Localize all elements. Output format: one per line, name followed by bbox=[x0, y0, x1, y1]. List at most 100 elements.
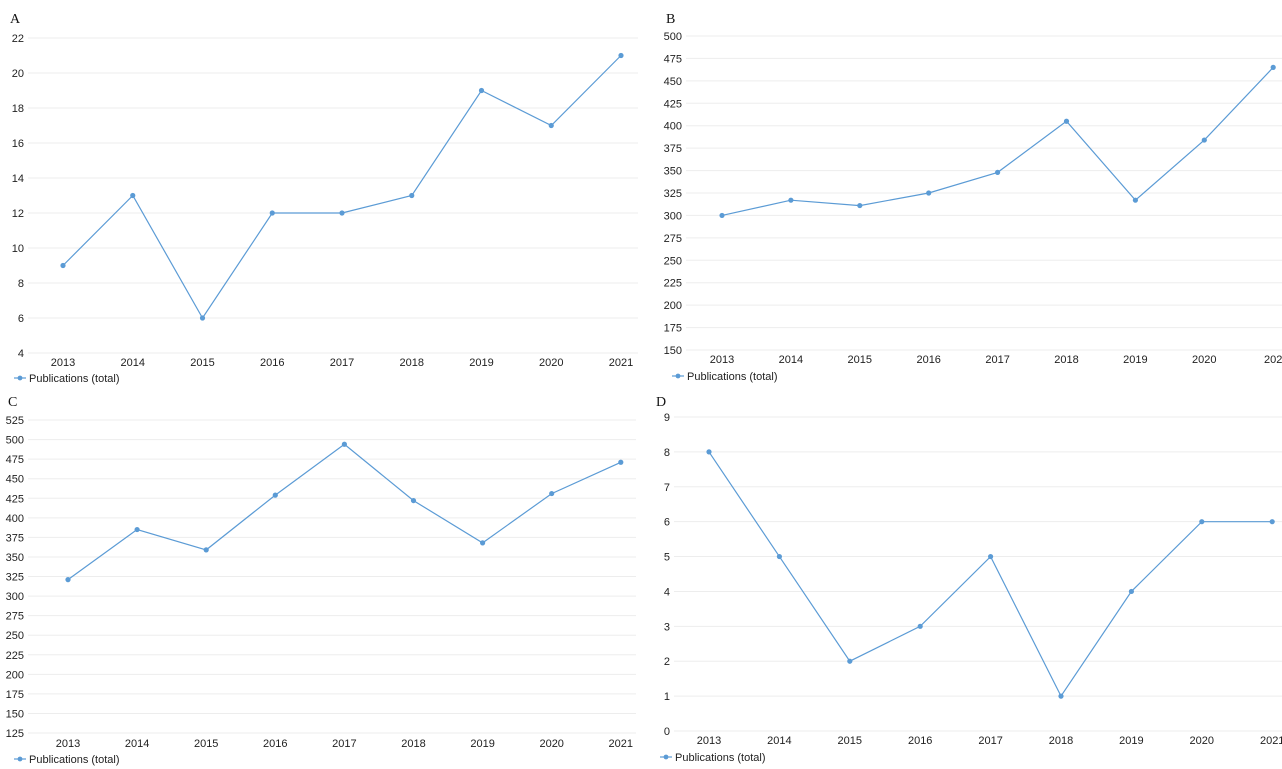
y-tick-label: 200 bbox=[6, 669, 24, 681]
y-tick-label: 500 bbox=[664, 31, 682, 43]
y-tick-label: 150 bbox=[664, 345, 682, 357]
data-point bbox=[995, 169, 1001, 175]
x-tick-label: 2015 bbox=[194, 738, 218, 750]
x-tick-label: 2019 bbox=[470, 738, 494, 750]
y-tick-label: 4 bbox=[664, 586, 670, 598]
x-tick-label: 2017 bbox=[332, 738, 356, 750]
x-tick-label: 2016 bbox=[916, 354, 940, 366]
y-tick-label: 250 bbox=[6, 630, 24, 642]
x-tick-label: 2015 bbox=[848, 354, 872, 366]
legend-marker-icon bbox=[663, 754, 669, 760]
x-tick-label: 2015 bbox=[838, 735, 862, 747]
legend-label: Publications (total) bbox=[675, 752, 766, 764]
y-tick-label: 475 bbox=[664, 53, 682, 65]
x-tick-label: 2020 bbox=[539, 357, 563, 369]
x-tick-label: 2014 bbox=[779, 354, 803, 366]
data-point bbox=[719, 212, 725, 219]
chart-panel-a: A 4 6 8 10 12 14 16 18 20 22 2013 2014 2015 2016 2017 20… bbox=[10, 12, 638, 385]
y-tick-label: 250 bbox=[664, 255, 682, 267]
data-point bbox=[130, 192, 136, 199]
x-tick-label: 2017 bbox=[978, 735, 1002, 747]
data-point bbox=[199, 315, 206, 321]
legend-marker-icon bbox=[17, 375, 23, 381]
y-tick-label: 18 bbox=[12, 103, 24, 115]
legend-label: Publications (total) bbox=[29, 373, 120, 385]
y-tick-label: 16 bbox=[12, 138, 24, 150]
legend: Publications (total) bbox=[14, 373, 120, 385]
y-tick-label: 3 bbox=[664, 621, 670, 633]
y-tick-label: 175 bbox=[6, 689, 24, 701]
x-tick-label: 2019 bbox=[1123, 354, 1147, 366]
y-tick-label: 300 bbox=[664, 210, 682, 222]
x-tick-label: 2019 bbox=[469, 357, 493, 369]
x-tick-label: 2018 bbox=[401, 738, 425, 750]
y-tick-label: 175 bbox=[664, 323, 682, 335]
data-point bbox=[926, 190, 932, 196]
x-tick-label: 202 bbox=[1264, 354, 1282, 366]
y-tick-label: 22 bbox=[12, 33, 24, 45]
y-tick-label: 500 bbox=[6, 435, 24, 447]
x-tick-label: 2021 bbox=[1260, 735, 1282, 747]
y-tick-label: 525 bbox=[6, 415, 24, 427]
y-tick-label: 425 bbox=[664, 98, 682, 110]
data-point bbox=[480, 540, 486, 546]
data-point bbox=[847, 658, 853, 664]
y-tick-label: 400 bbox=[664, 121, 682, 133]
x-tick-label: 2019 bbox=[1119, 735, 1143, 747]
chart-panel-d: D 0 1 2 3 4 5 6 7 8 9 2013 2014 2015 2016 2017 2018 2019 2… bbox=[656, 395, 1282, 764]
series-line bbox=[62, 55, 622, 320]
panel-letter-b: B bbox=[666, 12, 675, 27]
x-tick-label: 2015 bbox=[190, 357, 214, 369]
y-tick-label: 8 bbox=[664, 447, 670, 459]
data-point bbox=[1063, 118, 1070, 124]
y-tick-label: 6 bbox=[664, 517, 670, 529]
data-point bbox=[706, 449, 712, 455]
x-tick-label: 2013 bbox=[710, 354, 734, 366]
panel-letter-c: C bbox=[8, 395, 17, 410]
y-tick-label: 4 bbox=[18, 348, 24, 360]
y-tick-label: 2 bbox=[664, 656, 670, 668]
y-tick-label: 225 bbox=[6, 650, 24, 662]
legend: Publications (total) bbox=[672, 371, 778, 383]
data-point bbox=[134, 526, 140, 533]
y-tick-label: 475 bbox=[6, 454, 24, 466]
y-tick-label: 0 bbox=[664, 726, 670, 738]
panel-letter-a: A bbox=[10, 12, 21, 27]
x-tick-label: 2018 bbox=[400, 357, 424, 369]
data-point bbox=[1128, 588, 1134, 595]
y-tick-label: 400 bbox=[6, 513, 24, 525]
y-tick-label: 5 bbox=[664, 552, 670, 564]
data-point bbox=[1132, 197, 1138, 203]
legend-marker-icon bbox=[17, 756, 23, 762]
y-tick-label: 150 bbox=[6, 708, 24, 720]
y-tick-label: 6 bbox=[18, 313, 24, 325]
x-tick-label: 2016 bbox=[260, 357, 284, 369]
x-tick-label: 2017 bbox=[985, 354, 1009, 366]
x-tick-label: 2020 bbox=[539, 738, 563, 750]
data-point bbox=[203, 547, 209, 553]
data-point bbox=[548, 122, 554, 129]
y-tick-label: 425 bbox=[6, 493, 24, 505]
data-point bbox=[1201, 137, 1207, 143]
chart-panel-c: C 125 150 175 200 225 250 275 300 325 350 375 400 425… bbox=[6, 395, 636, 766]
y-tick-label: 14 bbox=[12, 173, 24, 185]
y-tick-label: 325 bbox=[6, 572, 24, 584]
y-tick-label: 300 bbox=[6, 591, 24, 603]
data-point bbox=[478, 87, 485, 94]
x-tick-label: 2020 bbox=[1192, 354, 1216, 366]
y-tick-label: 350 bbox=[664, 166, 682, 178]
y-tick-label: 275 bbox=[6, 611, 24, 623]
x-tick-label: 2016 bbox=[908, 735, 932, 747]
data-point bbox=[1269, 519, 1275, 525]
y-tick-label: 9 bbox=[664, 412, 670, 424]
x-tick-label: 2017 bbox=[330, 357, 354, 369]
y-tick-label: 200 bbox=[664, 300, 682, 312]
x-tick-label: 2020 bbox=[1190, 735, 1214, 747]
series-line bbox=[67, 443, 622, 581]
x-tick-label: 2021 bbox=[609, 357, 633, 369]
y-tick-label: 375 bbox=[6, 532, 24, 544]
x-tick-label: 2018 bbox=[1049, 735, 1073, 747]
data-point bbox=[341, 441, 347, 447]
data-point bbox=[60, 262, 66, 269]
